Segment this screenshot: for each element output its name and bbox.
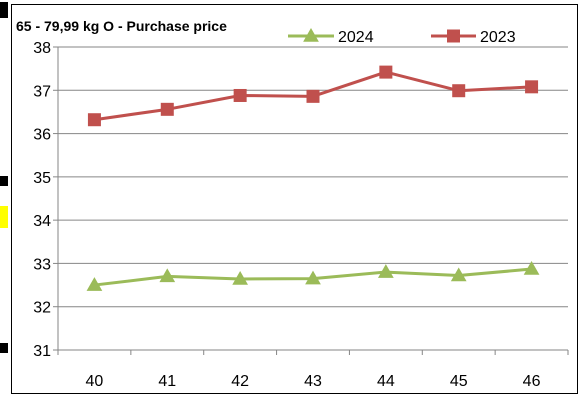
edge-mark — [0, 343, 8, 353]
data-point-square-marker — [452, 84, 466, 98]
legend-item-2023: 2023 — [431, 29, 516, 46]
chart-title: 65 - 79,99 kg O - Purchase price — [16, 18, 227, 34]
data-point-triangle-marker — [159, 268, 176, 283]
data-point-triangle-marker — [232, 271, 249, 285]
data-point-triangle-marker — [86, 277, 103, 291]
x-tick-label: 45 — [450, 373, 468, 390]
y-tick-label: 34 — [33, 213, 51, 230]
legend-triangle-marker — [303, 27, 319, 42]
series-layer — [86, 65, 540, 291]
y-tick-label: 32 — [33, 300, 51, 317]
data-point-square-marker — [233, 88, 247, 102]
data-point-triangle-marker — [305, 270, 321, 285]
legend-label: 2023 — [480, 29, 516, 46]
data-point-triangle-marker — [377, 264, 394, 278]
data-point-square-marker — [306, 89, 320, 103]
data-point-triangle-marker — [523, 261, 540, 275]
x-tick-label: 41 — [158, 373, 176, 390]
y-tick-label: 36 — [33, 127, 51, 144]
x-tick-label: 43 — [304, 373, 322, 390]
x-tick-label: 40 — [86, 373, 104, 390]
legend: 2024 2023 — [288, 27, 516, 46]
y-tick-label: 38 — [33, 40, 51, 57]
data-point-square-marker — [379, 65, 393, 79]
y-tick-label: 35 — [33, 170, 51, 187]
chart-frame — [11, 4, 578, 394]
legend-square-marker — [447, 29, 460, 43]
x-tick-label: 44 — [377, 373, 395, 390]
legend-label: 2024 — [338, 29, 374, 46]
edge-mark — [0, 2, 8, 18]
series-2024 — [86, 261, 540, 291]
data-point-square-marker — [87, 113, 101, 127]
x-tick-label: 42 — [231, 373, 249, 390]
data-point-square-marker — [160, 102, 174, 116]
edge-mark — [0, 176, 8, 186]
y-tick-label: 33 — [33, 256, 51, 273]
y-tick-label: 37 — [33, 83, 51, 100]
series-2023 — [87, 65, 539, 127]
left-edge-fragment — [0, 0, 10, 396]
edge-highlight — [0, 206, 8, 228]
axes: 31 32 33 34 35 36 37 38 40 41 42 43 44 45 46 — [33, 40, 569, 390]
data-point-triangle-marker — [450, 267, 467, 282]
data-point-square-marker — [525, 80, 539, 94]
legend-item-2024: 2024 — [288, 27, 374, 46]
x-tick-label: 46 — [523, 373, 541, 390]
y-tick-label: 31 — [33, 343, 51, 360]
